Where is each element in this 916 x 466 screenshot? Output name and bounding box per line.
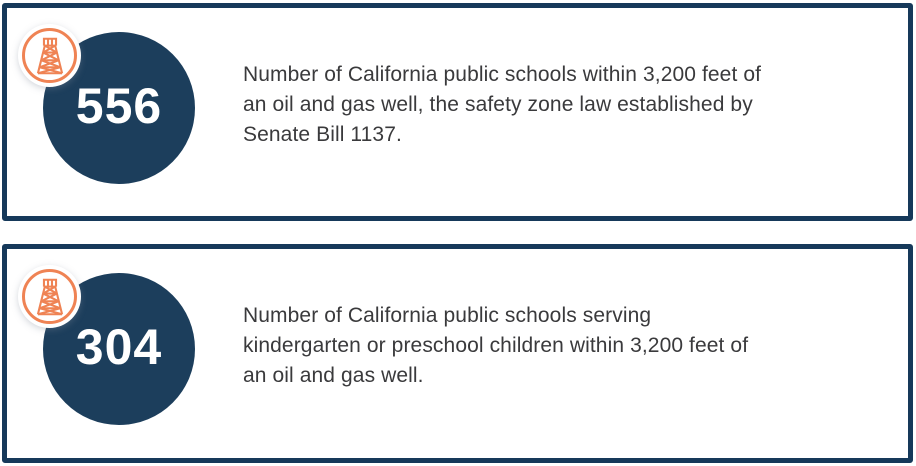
- stat-description-line: an oil and gas well, the safety zone law…: [243, 93, 753, 116]
- stat-description-line: Number of California public schools with…: [243, 63, 762, 86]
- stat-description: Number of California public schools with…: [243, 60, 893, 150]
- stat-badge: [22, 28, 77, 83]
- stat-description-line: an oil and gas well.: [243, 364, 424, 387]
- oil-derrick-icon: [36, 37, 63, 74]
- stat-value: 304: [75, 319, 163, 375]
- stat-description-line: Number of California public schools serv…: [243, 304, 652, 327]
- stat-description: Number of California public schools serv…: [243, 301, 893, 391]
- stat-card-schools-kindergarten: 304 Number of California public schools …: [2, 244, 913, 463]
- stat-description-line: kindergarten or preschool children withi…: [243, 334, 749, 357]
- oil-derrick-icon: [36, 278, 63, 315]
- stat-badge: [22, 269, 77, 324]
- stat-value: 556: [75, 78, 163, 134]
- stat-card-schools-total: 556 Number of California public schools …: [2, 3, 913, 221]
- stat-description-line: Senate Bill 1137.: [243, 123, 402, 146]
- stat-circle: 556: [43, 32, 195, 184]
